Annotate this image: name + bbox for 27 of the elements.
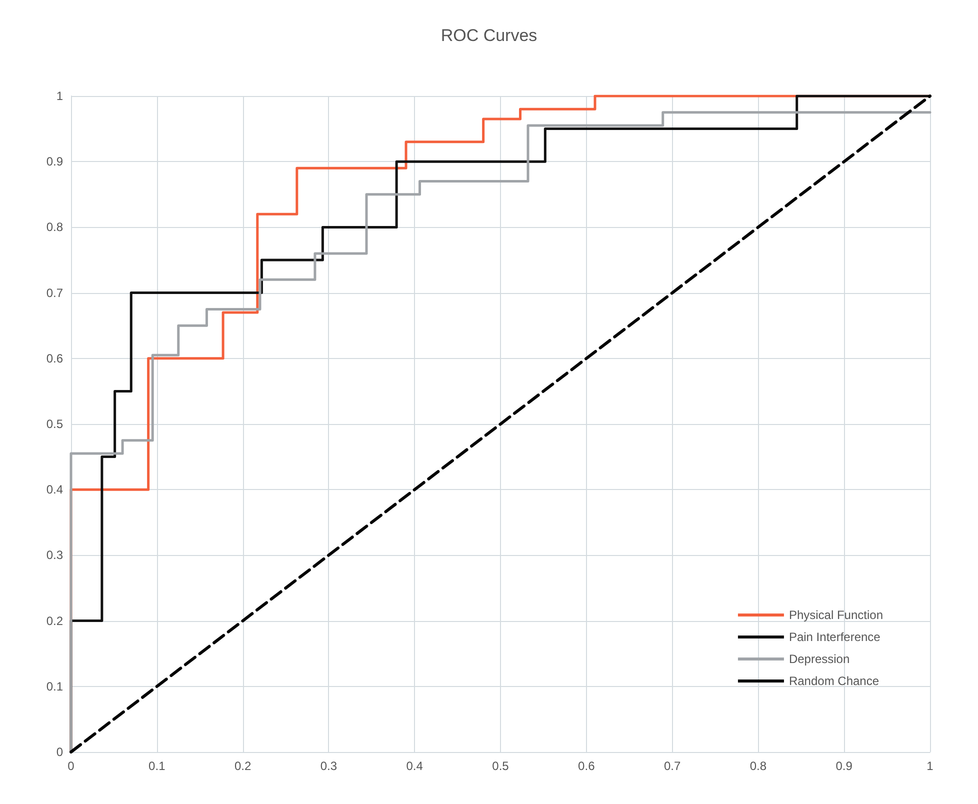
x-tick-label: 0 [68,759,75,773]
y-tick-label: 0.3 [46,548,64,562]
x-tick-label: 0.2 [234,759,252,773]
y-tick-label: 0.1 [46,679,64,694]
x-tick-label: 0.7 [664,759,681,773]
x-tick-label: 0.4 [406,759,424,773]
x-tick-label: 0.9 [836,759,853,773]
x-tick-label: 0.5 [492,759,510,773]
x-tick-label: 0.1 [148,759,166,773]
x-tick-label: 0.6 [578,759,596,773]
legend-label: Pain Interference [788,630,881,644]
y-tick-label: 0.9 [46,154,64,169]
y-tick-label: 0.7 [46,286,64,300]
y-tick-label: 0.4 [46,482,64,497]
y-tick-label: 0.6 [46,351,64,366]
y-tick-label: 0.8 [46,220,64,234]
x-tick-label: 0.8 [750,759,767,773]
x-tick-label: 1 [926,759,934,773]
legend-label: Physical Function [788,608,884,622]
y-tick-label: 0.2 [46,614,64,628]
y-tick-label: 0 [56,745,64,759]
y-tick-label: 1 [56,89,64,103]
legend-label: Random Chance [788,674,880,688]
y-tick-label: 0.5 [46,417,64,431]
chart-title: ROC Curves [440,26,538,45]
x-tick-label: 0.3 [320,759,338,773]
legend-label: Depression [788,652,850,666]
